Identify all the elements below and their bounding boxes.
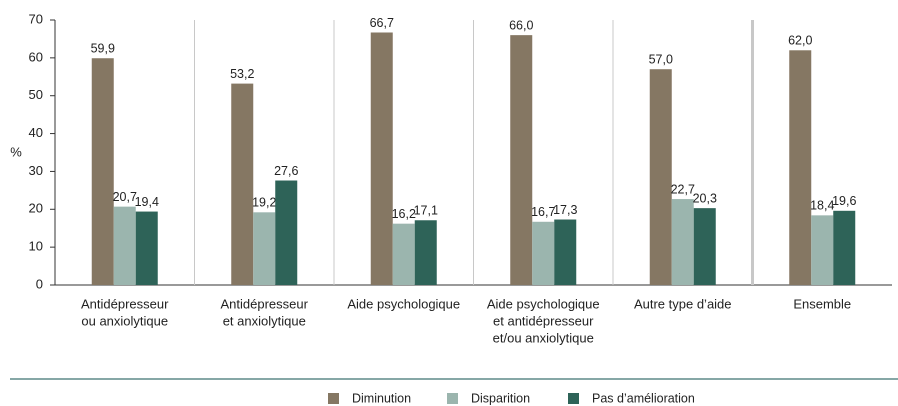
bar: [811, 215, 834, 285]
bar: [275, 180, 298, 285]
bar: [414, 220, 437, 285]
bar: [789, 50, 812, 286]
bar: [554, 219, 577, 285]
value-label: 16,2: [392, 207, 416, 221]
legend-swatch: [447, 393, 458, 404]
bar: [693, 208, 716, 285]
value-label: 16,7: [531, 205, 555, 219]
value-label: 53,2: [230, 67, 254, 81]
bar: [231, 83, 254, 285]
value-label: 20,3: [693, 191, 717, 205]
value-label: 20,7: [113, 190, 137, 204]
y-tick-label: 0: [36, 276, 43, 291]
legend-label: Diminution: [352, 391, 411, 405]
x-tick-label: Autre type d’aide: [634, 296, 732, 311]
value-label: 18,4: [810, 199, 834, 213]
value-label: 66,0: [509, 18, 533, 32]
bar: [370, 32, 393, 285]
x-tick-label: et anxiolytique: [223, 313, 306, 328]
bar: [113, 206, 136, 285]
x-tick-label: Aide psychologique: [487, 296, 600, 311]
bar: [91, 58, 114, 285]
x-tick-label: Ensemble: [793, 296, 851, 311]
value-label: 22,7: [671, 182, 695, 196]
x-tick-label: Antidépresseur: [221, 296, 309, 311]
value-label: 19,4: [135, 195, 159, 209]
bar: [510, 35, 533, 286]
value-label: 59,9: [91, 42, 115, 56]
bar: [253, 212, 276, 285]
value-label: 66,7: [370, 16, 394, 30]
y-tick-label: 70: [29, 11, 43, 26]
x-tick-label: ou anxiolytique: [81, 313, 168, 328]
bar: [392, 223, 415, 285]
x-tick-label: Antidépresseur: [81, 296, 169, 311]
value-label: 57,0: [649, 53, 673, 67]
y-tick-label: 50: [29, 87, 43, 102]
legend-swatch: [568, 393, 579, 404]
y-tick-label: 60: [29, 49, 43, 64]
x-tick-label: et antidépresseur: [493, 313, 594, 328]
y-tick-label: 40: [29, 125, 43, 140]
y-tick-label: 20: [29, 201, 43, 216]
legend-swatch: [328, 393, 339, 404]
y-tick-label: 10: [29, 239, 43, 254]
bar: [649, 69, 672, 285]
bar: [671, 199, 694, 285]
bar: [532, 221, 555, 285]
bar: [833, 210, 856, 285]
y-axis-label: %: [10, 144, 22, 159]
bar: [135, 211, 158, 285]
x-tick-label: et/ou anxiolytique: [493, 330, 594, 345]
y-tick-label: 30: [29, 163, 43, 178]
legend-label: Pas d’amélioration: [592, 391, 695, 405]
value-label: 62,0: [788, 34, 812, 48]
value-label: 19,6: [832, 194, 856, 208]
value-label: 19,2: [252, 196, 276, 210]
value-label: 17,3: [553, 203, 577, 217]
x-tick-label: Aide psychologique: [347, 296, 460, 311]
legend-label: Disparition: [471, 391, 530, 405]
value-label: 27,6: [274, 164, 298, 178]
value-label: 17,1: [414, 204, 438, 218]
